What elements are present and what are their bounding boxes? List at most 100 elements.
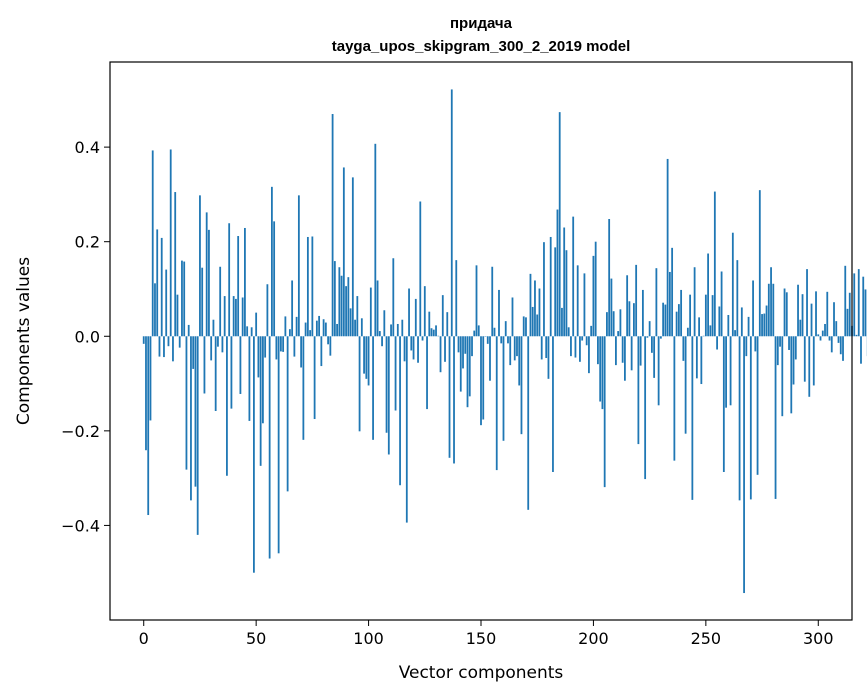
x-tick-label: 0 bbox=[139, 629, 149, 648]
bar bbox=[740, 307, 743, 337]
bar bbox=[156, 229, 159, 337]
bar bbox=[677, 304, 680, 337]
y-tick-label: 0.0 bbox=[75, 327, 100, 346]
bar bbox=[405, 336, 408, 523]
bar bbox=[527, 336, 530, 510]
bar bbox=[264, 336, 267, 358]
bar bbox=[785, 292, 788, 337]
bar bbox=[603, 336, 606, 488]
bar bbox=[480, 336, 482, 426]
bar bbox=[268, 336, 271, 559]
bar bbox=[601, 336, 604, 410]
bar bbox=[736, 260, 739, 337]
bar bbox=[713, 191, 716, 337]
bar bbox=[675, 311, 678, 337]
bar bbox=[477, 325, 480, 337]
bar bbox=[221, 336, 224, 353]
bar bbox=[455, 260, 458, 337]
bar bbox=[345, 286, 347, 337]
bar bbox=[619, 309, 622, 337]
bar bbox=[522, 316, 525, 337]
y-tick-label: 0.4 bbox=[75, 138, 100, 157]
bar bbox=[763, 313, 766, 337]
bar bbox=[747, 316, 750, 337]
bar bbox=[662, 302, 665, 337]
bar bbox=[412, 336, 415, 360]
bar bbox=[824, 323, 826, 337]
bar bbox=[228, 223, 231, 337]
bar bbox=[194, 336, 197, 487]
bar bbox=[635, 264, 638, 337]
bar bbox=[776, 336, 779, 366]
bar bbox=[444, 336, 446, 362]
bar bbox=[812, 336, 815, 386]
bar bbox=[626, 275, 629, 337]
bar bbox=[628, 301, 631, 337]
bar bbox=[673, 336, 676, 461]
bar bbox=[648, 321, 651, 337]
bar bbox=[181, 260, 183, 337]
bar bbox=[588, 336, 590, 374]
bar bbox=[561, 307, 563, 337]
bar bbox=[399, 336, 401, 486]
bar bbox=[684, 336, 687, 434]
bar bbox=[790, 336, 793, 414]
chart-title: придача bbox=[450, 15, 513, 32]
bar bbox=[749, 336, 752, 500]
bar bbox=[187, 324, 190, 337]
bar bbox=[855, 334, 858, 337]
bar bbox=[518, 336, 521, 386]
bar bbox=[351, 177, 354, 337]
bar bbox=[354, 319, 356, 337]
bar bbox=[536, 314, 539, 337]
bar bbox=[475, 265, 478, 337]
bar bbox=[165, 269, 168, 337]
bar bbox=[666, 158, 669, 337]
bar bbox=[167, 336, 170, 347]
bar bbox=[410, 336, 413, 351]
x-tick-label: 150 bbox=[466, 629, 497, 648]
bar bbox=[722, 336, 725, 472]
y-axis-label: Components values bbox=[14, 257, 34, 425]
bar bbox=[482, 336, 485, 420]
bar bbox=[680, 289, 683, 337]
bar bbox=[219, 266, 222, 337]
bar bbox=[419, 201, 422, 337]
bar bbox=[435, 325, 437, 337]
bar bbox=[570, 336, 572, 357]
bar bbox=[453, 336, 455, 464]
bar bbox=[185, 336, 188, 470]
bar bbox=[538, 288, 541, 337]
bar bbox=[792, 336, 795, 385]
bar bbox=[716, 336, 718, 350]
bar bbox=[396, 323, 399, 337]
bar bbox=[464, 336, 467, 354]
bar bbox=[653, 336, 656, 378]
bar bbox=[441, 295, 444, 337]
bar bbox=[493, 327, 496, 337]
bar bbox=[621, 336, 624, 363]
bar bbox=[462, 336, 464, 369]
bar bbox=[711, 295, 714, 337]
bar bbox=[507, 336, 509, 344]
bar bbox=[641, 289, 644, 337]
bar bbox=[806, 269, 808, 337]
bar bbox=[349, 308, 352, 337]
bar bbox=[853, 273, 856, 337]
bar bbox=[313, 336, 316, 420]
bar bbox=[720, 271, 723, 337]
bar bbox=[489, 336, 491, 381]
bar bbox=[147, 336, 150, 516]
bar bbox=[160, 237, 163, 337]
bar bbox=[817, 334, 820, 337]
bar bbox=[597, 336, 599, 365]
bar bbox=[324, 322, 327, 337]
bar bbox=[686, 327, 689, 337]
bar bbox=[646, 336, 649, 338]
bar bbox=[306, 236, 309, 337]
x-axis-ticks: 0 50 100 150 200 250 300 bbox=[139, 620, 834, 648]
bar bbox=[369, 287, 372, 337]
bar bbox=[471, 336, 473, 357]
bar bbox=[819, 336, 822, 341]
bar bbox=[172, 336, 174, 362]
